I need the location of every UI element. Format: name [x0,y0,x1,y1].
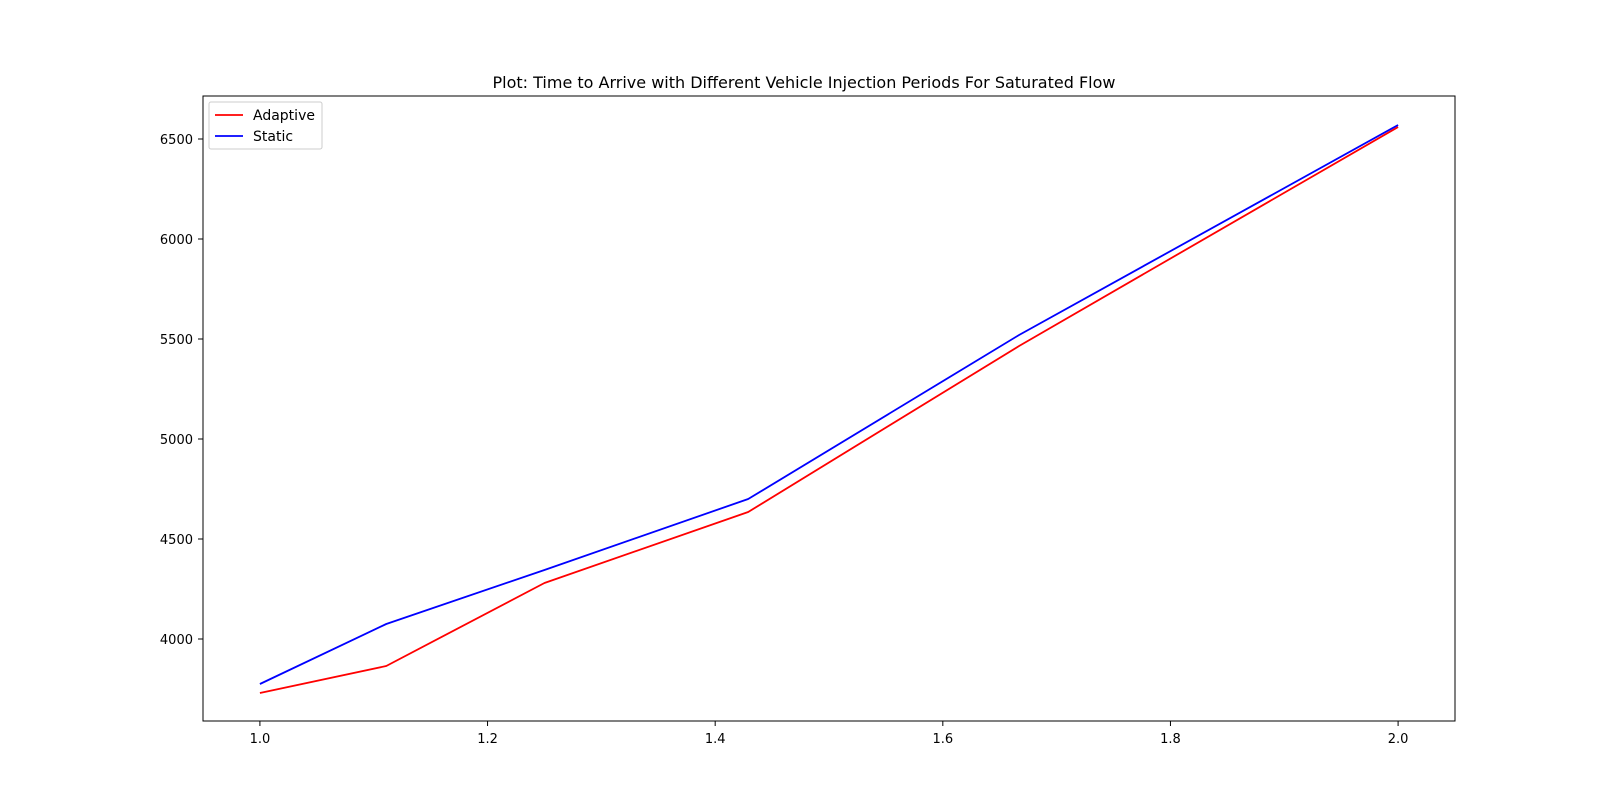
series-line-adaptive [259,126,1399,694]
x-tick-label: 2.0 [1388,732,1409,747]
chart-title: Plot: Time to Arrive with Different Vehi… [493,73,1116,92]
x-tick-label: 1.2 [477,732,498,747]
legend-label-adaptive: Adaptive [253,108,315,124]
plot-area [202,95,1456,722]
axes-frame [202,95,1456,722]
series-line-static [259,124,1399,685]
y-tick-label: 6000 [160,233,193,248]
legend: Adaptive Static [208,101,323,150]
x-tick-label: 1.6 [932,732,953,747]
y-tick-label: 5000 [160,433,193,448]
x-tick-label: 1.0 [250,732,271,747]
y-tick-label: 5500 [160,333,193,348]
x-tick-label: 1.8 [1160,732,1181,747]
series-layer [259,124,1399,694]
legend-box [208,101,323,150]
legend-label-static: Static [253,129,293,145]
x-axis: 1.0 1.2 1.4 1.6 1.8 2.0 [250,721,1409,747]
y-tick-label: 4500 [160,533,193,548]
y-tick-label: 4000 [160,633,193,648]
y-axis: 4000 4500 5000 5500 6000 6500 [160,133,203,648]
x-tick-label: 1.4 [705,732,726,747]
y-tick-label: 6500 [160,133,193,148]
